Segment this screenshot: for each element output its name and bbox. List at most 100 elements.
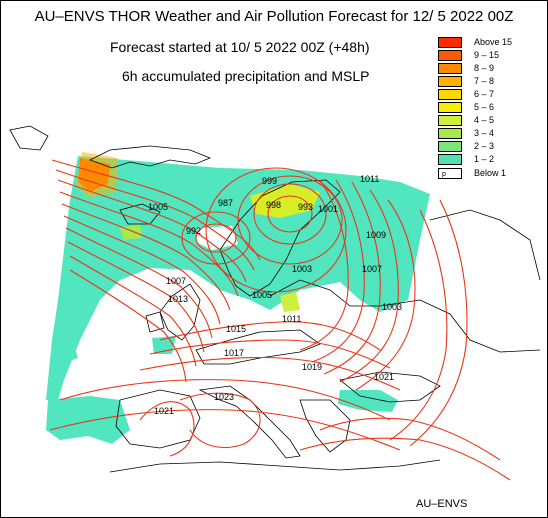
isobar: [323, 181, 381, 375]
legend-item: 1 – 2: [438, 154, 548, 167]
legend-swatch: [438, 154, 462, 165]
isobar-label: 1005: [148, 202, 168, 212]
isobar-label: 1017: [224, 348, 244, 358]
arctic-coast: [9, 125, 49, 151]
isobar-label: 1009: [366, 230, 386, 240]
legend-item: 5 – 6: [438, 102, 548, 115]
forecast-start-label: Forecast started at 10/ 5 2022 00Z (+48h…: [110, 39, 370, 55]
isobar: [69, 255, 197, 367]
variable-label: 6h accumulated precipitation and MSLP: [122, 68, 370, 84]
legend-swatch: [438, 63, 462, 74]
forecast-map: 1005 987 992 999 1001 998 1011 1009 993 …: [9, 125, 541, 481]
ireland-coast: [145, 311, 165, 333]
legend-label: 6 – 7: [474, 89, 495, 99]
isobar-label: 1011: [282, 314, 301, 324]
isobar-low-closed: [237, 175, 343, 265]
legend-item: 7 – 8: [438, 76, 548, 89]
legend-label: 9 – 15: [474, 50, 500, 60]
isobar: [159, 321, 381, 351]
legend-item: 9 – 15: [438, 50, 548, 63]
isobar: [55, 169, 255, 271]
isobar-label: 998: [266, 200, 281, 210]
isobar-low-closed: [205, 167, 347, 293]
greenland-coast: [88, 145, 212, 169]
legend-swatch: [438, 141, 462, 152]
legend-label: Above 15: [474, 37, 513, 47]
legend-label: 2 – 3: [474, 141, 495, 151]
precip-area-small: [60, 346, 78, 362]
isobar-labels: 1005 987 992 999 1001 998 1011 1009 993 …: [148, 174, 402, 416]
legend-item: 2 – 3: [438, 141, 548, 154]
legend-flag: p: [442, 171, 446, 178]
legend-label: 1 – 2: [474, 154, 495, 164]
legend-swatch: [438, 128, 462, 139]
isobar: [49, 409, 401, 451]
isobars: [49, 159, 511, 481]
russia-coast: [429, 209, 541, 281]
legend-swatch: [438, 89, 462, 100]
isobar: [149, 339, 391, 369]
legend-label: 4 – 5: [474, 115, 495, 125]
isobar-label: 999: [262, 176, 277, 186]
brand-label: AU–ENVS: [416, 498, 468, 510]
legend-swatch: [438, 50, 462, 61]
precip-moderate-area: [250, 184, 320, 218]
legend-label: 5 – 6: [474, 102, 495, 112]
precip-area-se: [338, 390, 398, 412]
legend-item: Above 15: [438, 37, 548, 50]
isobar: [319, 417, 501, 461]
isobar: [69, 269, 187, 383]
isobar-label: 1005: [252, 290, 272, 300]
isobar: [299, 437, 511, 481]
isobar-label: 993: [298, 202, 313, 212]
isobar: [65, 227, 213, 339]
precip-area-main: [46, 156, 430, 400]
isobar-low-closed: [253, 183, 327, 245]
isobar-label: 1019: [302, 362, 322, 372]
isobar: [59, 191, 239, 297]
italy-coast: [198, 385, 301, 459]
isobar: [409, 199, 468, 447]
iceland-coast: [119, 203, 161, 225]
legend-label: 7 – 8: [474, 76, 495, 86]
isobar-label: 1011: [360, 174, 379, 184]
isobar: [299, 179, 349, 351]
isobar: [57, 179, 247, 283]
isobar-low-closed: [181, 211, 251, 265]
isobar-label: 987: [218, 198, 233, 208]
precip-moderate-area: [280, 292, 300, 312]
isobar: [59, 379, 391, 421]
map-title: AU–ENVS THOR Weather and Air Pollution F…: [34, 8, 514, 25]
isobar-label: 1013: [168, 294, 188, 304]
isobar: [139, 356, 401, 391]
isobar-label: 1003: [292, 264, 312, 274]
legend-label: 8 – 9: [474, 63, 495, 73]
isobar-label: 1007: [166, 276, 186, 286]
isobar-label: 1001: [318, 204, 338, 214]
precipitation-field: [46, 152, 430, 444]
isobar-label: 1023: [214, 392, 234, 402]
iberia-coast: [115, 389, 201, 449]
north-africa-coast: [109, 459, 441, 473]
north-sea-coast: [195, 329, 321, 365]
isobar: [389, 209, 448, 441]
legend-swatch: p: [438, 168, 462, 179]
isobar-label: 992: [186, 226, 201, 236]
isobar-label: 1003: [382, 302, 402, 312]
isobar: [339, 189, 399, 383]
isobar-label: 1021: [154, 406, 174, 416]
legend-label: Below 1: [474, 168, 507, 178]
isobar: [179, 392, 261, 449]
legend-swatch: [438, 102, 462, 113]
legend-item: 4 – 5: [438, 115, 548, 128]
isobar-low-closed: [195, 223, 237, 253]
isobar: [355, 199, 416, 391]
isobar: [311, 179, 365, 363]
legend-swatch: [438, 115, 462, 126]
legend-swatch: [438, 37, 462, 48]
legend-item: p Below 1: [438, 168, 548, 181]
baltic-coast: [269, 279, 541, 353]
legend-item: 6 – 7: [438, 89, 548, 102]
legend-label: 3 – 4: [474, 128, 495, 138]
isobar-low-closed: [267, 195, 313, 233]
